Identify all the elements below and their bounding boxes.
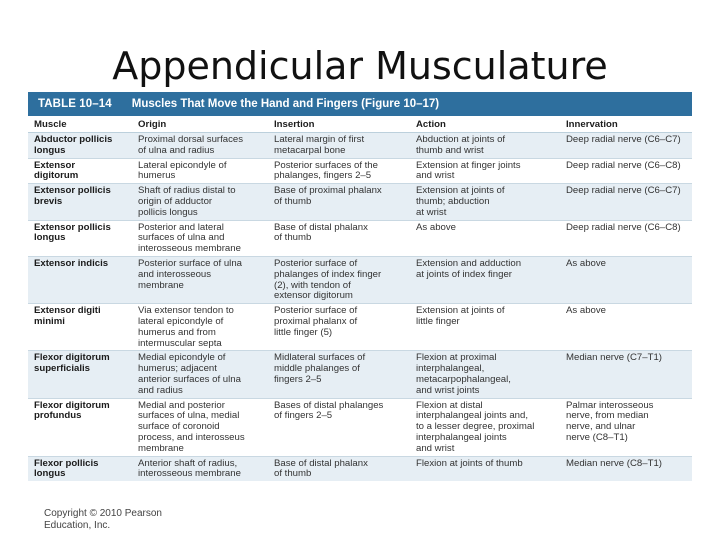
cell-muscle: Extensor pollicis longus (28, 219, 132, 257)
table-header-row: Muscle Origin Insertion Action Innervati… (28, 116, 692, 133)
cell-origin: Posterior and lateral surfaces of ulna a… (132, 219, 268, 257)
cell-insertion: Base of distal phalanx of thumb (268, 219, 410, 257)
cell-insertion: Midlateral surfaces of middle phalanges … (268, 350, 410, 399)
cell-action: Extension at finger joints and wrist (410, 157, 560, 184)
cell-innervation: Deep radial nerve (C6–C7) (560, 183, 692, 221)
copyright-line-1: Copyright © 2010 Pearson (44, 508, 162, 519)
cell-action: Flexion at distal interphalangeal joints… (410, 397, 560, 457)
cell-insertion: Bases of distal phalanges of fingers 2–5 (268, 397, 410, 457)
cell-action: Flexion at proximal interphalangeal, met… (410, 350, 560, 399)
cell-origin: Medial and posterior surfaces of ulna, m… (132, 397, 268, 457)
cell-muscle: Flexor digitorum profundus (28, 397, 132, 457)
header-origin: Origin (132, 116, 268, 133)
header-muscle: Muscle (28, 116, 132, 133)
table-row: Flexor digitorum superficialis Medial epi… (28, 350, 692, 399)
copyright-line-2: Education, Inc. (44, 520, 111, 531)
cell-insertion: Base of proximal phalanx of thumb (268, 183, 410, 221)
cell-insertion: Lateral margin of first metacarpal bone (268, 132, 410, 159)
table-banner: TABLE 10–14 Muscles That Move the Hand a… (28, 92, 692, 116)
cell-origin: Posterior surface of ulna and interosseo… (132, 255, 268, 304)
table-row: Abductor pollicis longus Proximal dorsal … (28, 132, 692, 159)
table-row: Extensor digiti minimi Via extensor tendo… (28, 303, 692, 351)
table-caption: Muscles That Move the Hand and Fingers (… (131, 98, 440, 110)
table-row: Extensor pollicis brevis Shaft of radius … (28, 183, 692, 221)
cell-innervation: Palmar interosseous nerve, from median n… (560, 397, 692, 457)
cell-insertion: Posterior surfaces of the phalanges, fin… (268, 157, 410, 184)
muscle-data-table: Muscle Origin Insertion Action Innervati… (28, 116, 692, 482)
cell-origin: Proximal dorsal surfaces of ulna and rad… (132, 132, 268, 159)
cell-origin: Anterior shaft of radius, interosseous m… (132, 455, 268, 482)
cell-muscle: Extensor pollicis brevis (28, 183, 132, 221)
cell-action: Extension at joints of little finger (410, 303, 560, 351)
cell-innervation: Median nerve (C7–T1) (560, 350, 692, 399)
header-action: Action (410, 116, 560, 133)
cell-action: Flexion at joints of thumb (410, 455, 560, 482)
table-row: Flexor pollicis longus Anterior shaft of … (28, 455, 692, 482)
table-row: Extensor pollicis longus Posterior and la… (28, 219, 692, 257)
copyright-notice: Copyright © 2010 Pearson Education, Inc. (44, 508, 162, 532)
cell-origin: Via extensor tendon to lateral epicondyl… (132, 303, 268, 351)
header-insertion: Insertion (268, 116, 410, 133)
cell-innervation: Deep radial nerve (C6–C8) (560, 157, 692, 184)
cell-innervation: Median nerve (C8–T1) (560, 455, 692, 482)
cell-insertion: Base of distal phalanx of thumb (268, 455, 410, 482)
cell-insertion: Posterior surface of phalanges of index … (268, 255, 410, 304)
cell-origin: Shaft of radius distal to origin of addu… (132, 183, 268, 221)
table-row: Extensor indicis Posterior surface of uln… (28, 255, 692, 304)
cell-muscle: Extensor digiti minimi (28, 303, 132, 351)
header-innervation: Innervation (560, 116, 692, 133)
cell-action: Extension and adduction at joints of ind… (410, 255, 560, 304)
cell-muscle: Abductor pollicis longus (28, 132, 132, 159)
muscle-table: TABLE 10–14 Muscles That Move the Hand a… (28, 92, 692, 502)
cell-action: Extension at joints of thumb; abduction … (410, 183, 560, 221)
cell-action: Abduction at joints of thumb and wrist (410, 132, 560, 159)
cell-muscle: Extensor digitorum (28, 157, 132, 184)
cell-innervation: As above (560, 303, 692, 351)
slide-title: Appendicular Musculature (112, 44, 608, 88)
cell-innervation: Deep radial nerve (C6–C7) (560, 132, 692, 159)
cell-muscle: Flexor pollicis longus (28, 455, 132, 482)
cell-innervation: As above (560, 255, 692, 304)
cell-origin: Medial epicondyle of humerus; adjacent a… (132, 350, 268, 399)
cell-origin: Lateral epicondyle of humerus (132, 157, 268, 184)
cell-muscle: Extensor indicis (28, 255, 132, 304)
cell-insertion: Posterior surface of proximal phalanx of… (268, 303, 410, 351)
cell-muscle: Flexor digitorum superficialis (28, 350, 132, 399)
table-row: Extensor digitorum Lateral epicondyle of … (28, 157, 692, 184)
table-row: Flexor digitorum profundus Medial and pos… (28, 397, 692, 457)
table-label: TABLE 10–14 (38, 98, 112, 110)
cell-action: As above (410, 219, 560, 257)
cell-innervation: Deep radial nerve (C6–C8) (560, 219, 692, 257)
